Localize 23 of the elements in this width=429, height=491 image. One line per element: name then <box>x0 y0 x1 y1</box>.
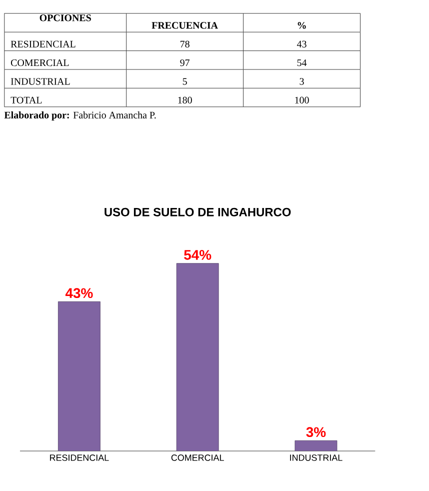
text: TOTAL <box>10 96 42 104</box>
x-tick-label: COMERCIAL <box>171 454 224 461</box>
data-label: 54% <box>184 250 212 260</box>
text: 5 <box>182 78 187 85</box>
text: 43 <box>296 40 306 48</box>
text: 78 <box>180 40 190 48</box>
x-tick-label: RESIDENCIAL <box>50 454 109 461</box>
text: 3 <box>300 78 304 85</box>
data-label: 43% <box>65 288 93 298</box>
text: OPCIONES <box>40 14 91 22</box>
text: % <box>298 22 306 29</box>
x-tick-label: INDUSTRIAL <box>290 454 342 461</box>
text: Elaborado por: Fabricio Amancha P. <box>4 111 156 120</box>
text: RESIDENCIAL <box>10 40 76 48</box>
data-label: 3% <box>306 427 326 438</box>
text: 100 <box>295 96 309 104</box>
text: INDUSTRIAL <box>10 78 70 85</box>
chart-title: USO DE SUELO DE INGAHURCO <box>104 208 291 216</box>
text: 54 <box>297 59 307 66</box>
text: 180 <box>178 96 192 104</box>
text: 97 <box>180 59 190 66</box>
text: COMERCIAL <box>10 59 69 66</box>
text: FRECUENCIA <box>152 22 218 29</box>
